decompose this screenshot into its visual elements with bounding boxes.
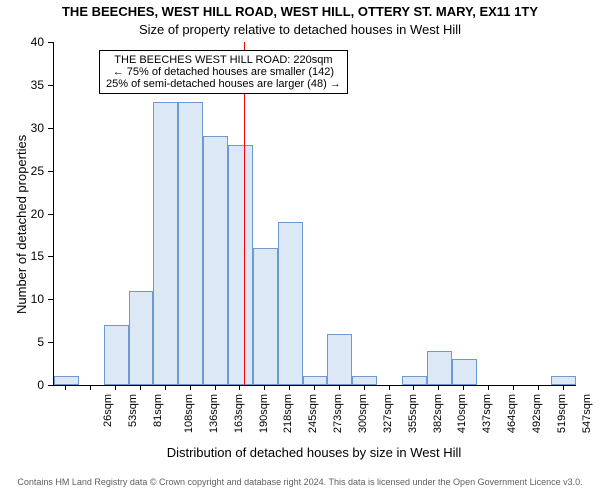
x-tick [438,385,439,390]
info-box-line: ← 75% of detached houses are smaller (14… [106,66,341,78]
x-tick-label: 519sqm [556,394,568,433]
x-tick [339,385,340,390]
x-tick [513,385,514,390]
x-tick-label: 163sqm [233,394,245,433]
x-tick-label: 492sqm [531,394,543,433]
x-tick-label: 547sqm [581,394,593,433]
x-tick-label: 410sqm [457,394,469,433]
x-tick-label: 108sqm [183,394,195,433]
y-tick [48,171,53,172]
histogram-bar [352,376,377,385]
x-tick-label: 218sqm [283,394,295,433]
info-box: THE BEECHES WEST HILL ROAD: 220sqm← 75% … [99,50,348,94]
x-tick [413,385,414,390]
x-tick-label: 464sqm [506,394,518,433]
histogram-bar [278,222,303,385]
x-tick [140,385,141,390]
y-tick-label: 35 [20,78,44,92]
x-tick [563,385,564,390]
chart-title: THE BEECHES, WEST HILL ROAD, WEST HILL, … [0,4,600,19]
y-tick-label: 5 [20,335,44,349]
x-tick [389,385,390,390]
y-tick [48,42,53,43]
x-tick [364,385,365,390]
x-tick [190,385,191,390]
y-tick-label: 10 [20,292,44,306]
x-tick-label: 382sqm [432,394,444,433]
x-tick [165,385,166,390]
y-tick [48,256,53,257]
x-tick [289,385,290,390]
x-tick-label: 355sqm [407,394,419,433]
footer-attribution: Contains HM Land Registry data © Crown c… [0,477,600,487]
x-tick [538,385,539,390]
y-tick-label: 20 [20,207,44,221]
x-tick-label: 300sqm [357,394,369,433]
x-tick-label: 327sqm [382,394,394,433]
histogram-bar [178,102,203,385]
x-tick-label: 437sqm [481,394,493,433]
x-tick [264,385,265,390]
histogram-bar [427,351,452,385]
histogram-bar [303,376,328,385]
y-tick [48,85,53,86]
x-tick-label: 81sqm [152,394,164,427]
histogram-bar [452,359,477,385]
y-tick [48,385,53,386]
y-tick-label: 0 [20,378,44,392]
histogram-bar [129,291,154,385]
x-tick [90,385,91,390]
histogram-bar [551,376,576,385]
x-tick [463,385,464,390]
histogram-bar [203,136,228,385]
x-tick-label: 26sqm [102,394,114,427]
y-tick-label: 25 [20,164,44,178]
x-tick [115,385,116,390]
histogram-bar [253,248,278,385]
x-tick [488,385,489,390]
histogram-bar [104,325,129,385]
histogram-bar [228,145,253,385]
y-tick [48,128,53,129]
y-tick [48,299,53,300]
x-tick [215,385,216,390]
info-box-line: THE BEECHES WEST HILL ROAD: 220sqm [106,54,341,66]
x-tick-label: 136sqm [208,394,220,433]
x-tick [239,385,240,390]
x-tick-label: 190sqm [258,394,270,433]
chart-subtitle: Size of property relative to detached ho… [0,22,600,37]
y-tick-label: 40 [20,35,44,49]
x-tick-label: 53sqm [127,394,139,427]
info-box-line: 25% of semi-detached houses are larger (… [106,78,341,90]
y-tick [48,342,53,343]
y-axis-label: Number of detached properties [14,134,29,313]
histogram-bar [54,376,79,385]
histogram-bar [402,376,427,385]
chart-container: THE BEECHES, WEST HILL ROAD, WEST HILL, … [0,0,600,500]
y-tick [48,214,53,215]
histogram-bar [153,102,178,385]
x-axis-label: Distribution of detached houses by size … [53,445,575,460]
x-tick-label: 245sqm [307,394,319,433]
x-tick-label: 273sqm [332,394,344,433]
x-tick [314,385,315,390]
y-tick-label: 15 [20,249,44,263]
y-tick-label: 30 [20,121,44,135]
histogram-bar [327,334,352,385]
x-tick [65,385,66,390]
